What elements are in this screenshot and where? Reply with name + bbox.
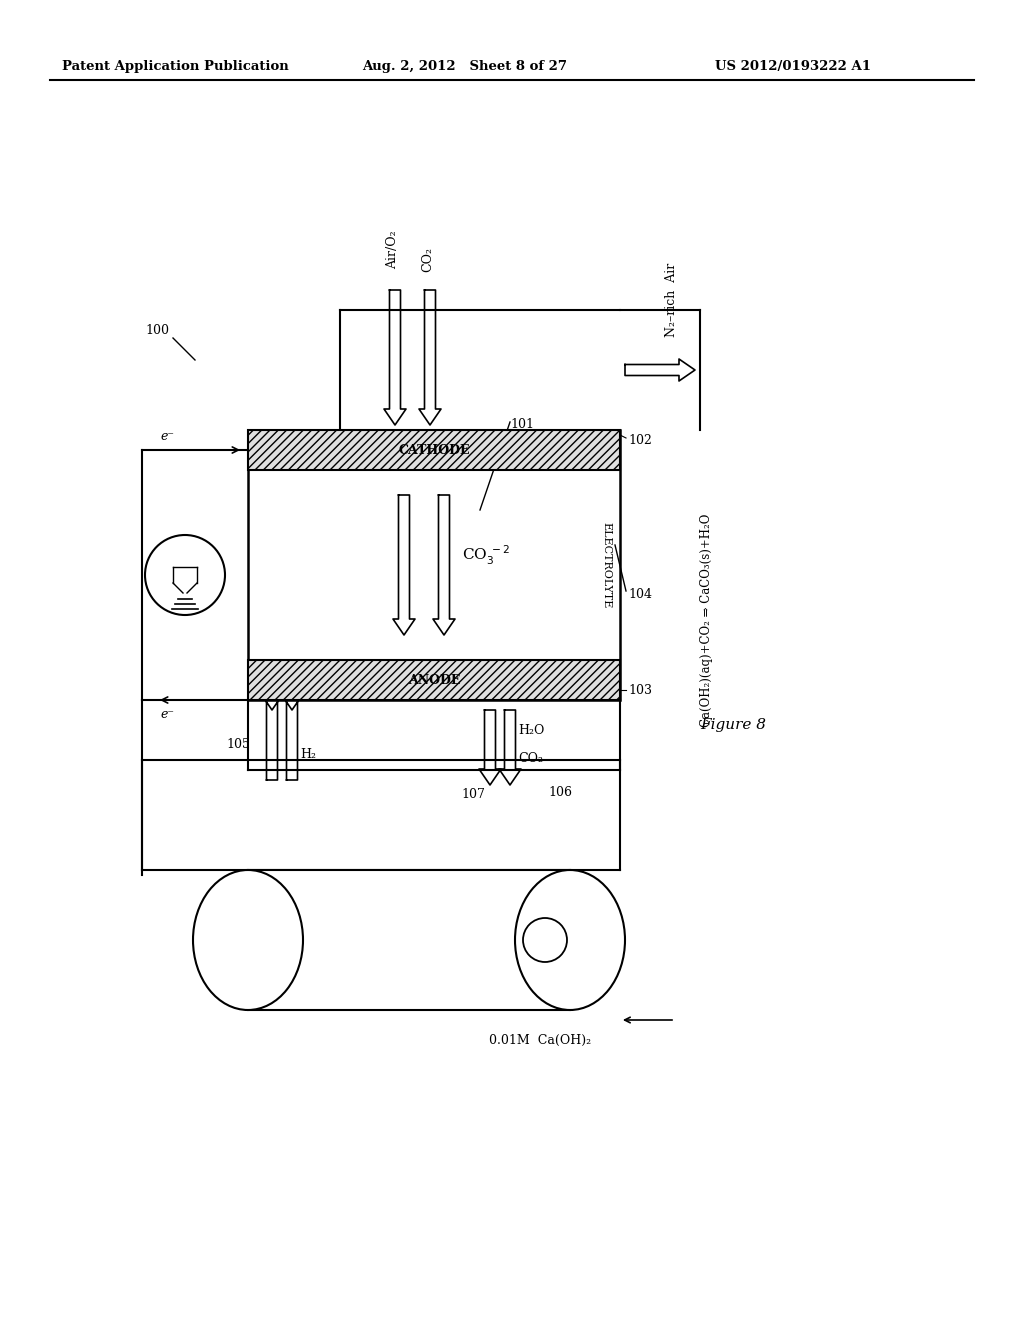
Text: 107: 107: [461, 788, 485, 801]
Text: H₂: H₂: [300, 748, 316, 762]
Text: N₂–rich  Air: N₂–rich Air: [665, 263, 678, 337]
Ellipse shape: [515, 870, 625, 1010]
Text: CO₂: CO₂: [518, 751, 543, 764]
Bar: [248, 660, 620, 700]
Text: 102: 102: [628, 433, 652, 446]
Text: Ca(OH₂)(aq)+CO₂ ⇒ CaCO₃(s)+H₂O: Ca(OH₂)(aq)+CO₂ ⇒ CaCO₃(s)+H₂O: [700, 513, 713, 727]
Bar: [248, 430, 620, 470]
Text: 0.01M  Ca(OH)₂: 0.01M Ca(OH)₂: [488, 1034, 591, 1047]
Text: ANODE: ANODE: [408, 673, 460, 686]
Text: 105: 105: [226, 738, 250, 751]
Text: e⁻: e⁻: [160, 708, 174, 721]
Text: 103: 103: [628, 684, 652, 697]
Text: Aug. 2, 2012   Sheet 8 of 27: Aug. 2, 2012 Sheet 8 of 27: [362, 59, 567, 73]
Text: 106: 106: [548, 785, 572, 799]
Text: 100: 100: [145, 323, 169, 337]
Bar: [248, 870, 570, 1010]
Text: H₂O: H₂O: [518, 723, 545, 737]
Text: CO$_3^{\ -2}$: CO$_3^{\ -2}$: [462, 544, 511, 566]
Text: US 2012/0193222 A1: US 2012/0193222 A1: [715, 59, 871, 73]
Text: Air/O₂: Air/O₂: [386, 231, 399, 269]
Text: 104: 104: [628, 589, 652, 602]
Text: Patent Application Publication: Patent Application Publication: [62, 59, 289, 73]
Bar: [248, 430, 620, 700]
Text: CATHODE: CATHODE: [398, 444, 470, 457]
Text: ELECTROLYTE: ELECTROLYTE: [601, 521, 611, 609]
Ellipse shape: [193, 870, 303, 1010]
Text: e⁻: e⁻: [160, 430, 174, 444]
Text: 101: 101: [510, 418, 534, 432]
Text: CO₂: CO₂: [422, 248, 434, 272]
Text: Figure 8: Figure 8: [700, 718, 766, 733]
